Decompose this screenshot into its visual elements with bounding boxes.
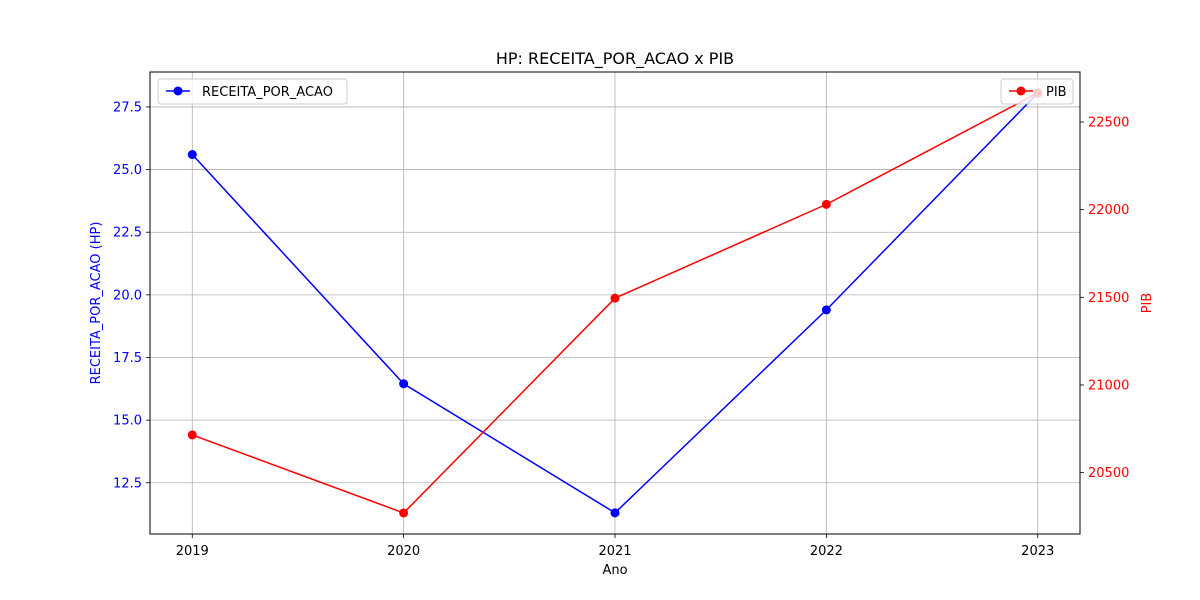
x-tick-label: 2023 [1021,544,1054,559]
grid [150,72,1080,534]
legend-left-box [157,78,348,105]
right-y-tick-label: 22500 [1088,115,1129,130]
right-y-tick-label: 21000 [1088,378,1129,393]
x-axis-title: Ano [602,563,627,578]
left-y-axis: 12.5 15.0 17.5 20.0 22.5 25.0 27.5 [113,100,150,491]
right-y-axis: 20500 21000 21500 22000 22500 [1080,115,1129,481]
right-y-axis-title: PIB [1140,293,1155,314]
chart-title: HP: RECEITA_POR_ACAO x PIB [496,49,734,69]
left-y-tick-label: 22.5 [113,226,142,241]
data-point-receita-por-acao [821,305,831,315]
data-point-pib [821,199,831,209]
left-y-tick-label: 12.5 [113,476,142,491]
left-y-tick-label: 15.0 [113,414,142,429]
x-tick-label: 2019 [176,544,209,559]
x-tick-label: 2021 [598,544,631,559]
left-y-axis-title: RECEITA_POR_ACAO (HP) [89,222,104,385]
right-y-tick-label: 22000 [1088,203,1129,218]
data-point-pib [187,430,197,440]
data-point-pib [610,293,620,303]
right-y-tick-label: 21500 [1088,291,1129,306]
legend-left-marker-swatch [173,86,183,96]
left-y-tick-label: 27.5 [113,100,142,115]
x-axis: 2019 2020 2021 2022 2023 [176,534,1054,559]
data-point-receita-por-acao [610,508,620,518]
right-y-tick-label: 20500 [1088,466,1129,481]
legend-left-label: RECEITA_POR_ACAO [202,85,333,100]
x-tick-label: 2022 [810,544,843,559]
legend-right-box [1000,78,1074,105]
left-y-tick-label: 20.0 [113,288,142,303]
data-point-pib [399,508,409,518]
x-tick-label: 2020 [387,544,420,559]
left-y-tick-label: 25.0 [113,163,142,178]
legend-right-marker-swatch [1016,86,1026,96]
data-point-receita-por-acao [187,150,197,160]
legend-right: PIB [1000,78,1074,105]
legend-right-label: PIB [1046,85,1067,100]
data-point-receita-por-acao [399,379,409,389]
left-y-tick-label: 17.5 [113,351,142,366]
legend-left: RECEITA_POR_ACAO [157,78,348,105]
